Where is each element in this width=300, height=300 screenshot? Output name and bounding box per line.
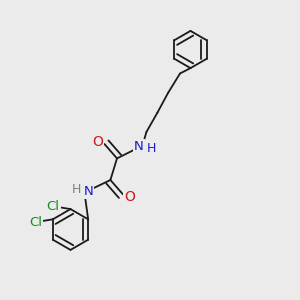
Text: Cl: Cl — [29, 216, 42, 229]
Text: N: N — [134, 140, 144, 154]
Text: O: O — [124, 190, 135, 204]
Text: H: H — [72, 183, 81, 196]
Text: O: O — [92, 135, 103, 148]
Text: Cl: Cl — [46, 200, 60, 213]
Text: H: H — [147, 142, 156, 155]
Text: N: N — [84, 184, 93, 198]
